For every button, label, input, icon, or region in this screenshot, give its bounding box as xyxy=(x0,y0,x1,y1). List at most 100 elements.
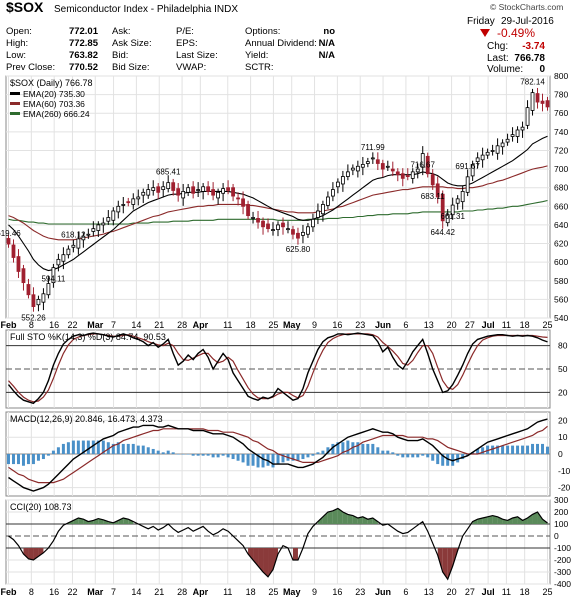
macd-hist-bar xyxy=(356,442,360,454)
quote-label: Options: xyxy=(245,26,280,37)
macd-hist-bar xyxy=(261,454,265,468)
quote-label: Ask Size: xyxy=(112,38,152,49)
macd-hist-bar xyxy=(141,445,145,454)
macd-hist-bar xyxy=(361,443,365,454)
price-annotation: 683.11 xyxy=(421,192,445,201)
y-tick-label: 760 xyxy=(554,108,568,118)
candle-body xyxy=(276,224,280,230)
macd-hist-bar xyxy=(376,447,380,454)
panel-frame xyxy=(5,499,551,585)
y-tick-label: -300 xyxy=(554,567,571,577)
y-tick-label: 300 xyxy=(554,495,568,505)
sto-k-line xyxy=(7,332,548,405)
candle-body xyxy=(435,183,440,198)
x-tick-label: Jun xyxy=(375,320,391,330)
quote-label: Open: xyxy=(6,26,32,37)
cci-oversold-fill xyxy=(442,548,448,580)
macd-hist-bar xyxy=(546,446,550,454)
candle-body xyxy=(156,186,161,193)
y-tick-label: 560 xyxy=(554,294,568,304)
macd-hist-bar xyxy=(106,442,110,454)
macd-hist-bar xyxy=(91,440,95,454)
cci-overbought-fill xyxy=(522,518,528,524)
macd-signal-line xyxy=(8,425,548,484)
candle-body xyxy=(505,138,510,143)
candle-body xyxy=(221,188,225,194)
macd-hist-bar xyxy=(481,447,485,454)
macd-hist-bar xyxy=(126,443,130,454)
x-tick-label: 13 xyxy=(424,320,434,330)
candle-body xyxy=(271,229,275,231)
quote-value: 763.82 xyxy=(69,50,98,61)
candle-body xyxy=(181,191,186,199)
candle-body xyxy=(331,189,335,197)
cci-oversold-fill xyxy=(447,548,453,580)
macd-hist-bar xyxy=(441,454,445,466)
legend-label: EMA(20) 735.30 xyxy=(23,89,85,99)
x-tick-label: 27 xyxy=(465,320,475,330)
x-tick-label: 22 xyxy=(67,320,77,330)
macd-hist-bar xyxy=(281,454,285,463)
cci-overbought-fill xyxy=(322,512,328,524)
quote-label: Annual Dividend: xyxy=(245,38,317,49)
x-tick-label: Apr xyxy=(193,587,209,597)
macd-hist-bar xyxy=(56,447,60,454)
x-tick-label: 23 xyxy=(355,320,365,330)
quote-value: N/A xyxy=(319,50,336,61)
cci-oversold-fill xyxy=(248,548,254,560)
x-tick-label: 11 xyxy=(223,587,232,597)
candle-body xyxy=(350,167,355,171)
x-tick-label: 28 xyxy=(177,320,187,330)
macd-hist-bar xyxy=(526,445,530,454)
macd-hist-bar xyxy=(436,454,440,465)
y-tick-label: 780 xyxy=(554,90,568,100)
candle-body xyxy=(236,197,240,200)
chg-label: Chg: xyxy=(487,41,508,52)
candle-body xyxy=(420,153,425,168)
candle-body xyxy=(166,182,171,190)
macd-hist-bar xyxy=(386,450,390,454)
macd-hist-bar xyxy=(76,440,80,454)
cci-oversold-fill xyxy=(38,548,44,557)
candle-body xyxy=(385,165,390,168)
chart-panels: 5405605806006206406606807007207407607808… xyxy=(0,71,571,597)
candle-body xyxy=(36,298,41,306)
macd-hist-bar xyxy=(206,454,210,456)
macd-hist-bar xyxy=(136,445,140,454)
x-tick-label: 16 xyxy=(332,320,342,330)
x-tick-label: 25 xyxy=(268,587,278,597)
y-tick-label: -100 xyxy=(554,543,571,553)
y-tick-label: 720 xyxy=(554,145,568,155)
macd-hist-bar xyxy=(16,454,20,465)
candle-body xyxy=(6,238,11,245)
candle-body xyxy=(256,218,260,223)
macd-hist-bar xyxy=(231,454,235,460)
candle-body xyxy=(66,248,71,256)
price-annotation: 552.26 xyxy=(21,314,46,323)
macd-hist-bar xyxy=(31,454,35,465)
candle-body xyxy=(470,164,475,177)
x-tick-label: 8 xyxy=(29,320,34,330)
macd-hist-bar xyxy=(476,448,480,454)
legend-swatch xyxy=(10,112,20,115)
macd-hist-bar xyxy=(531,443,535,454)
candle-body xyxy=(500,142,505,148)
x-tick-label: 14 xyxy=(131,587,141,597)
macd-hist-bar xyxy=(96,440,100,454)
macd-hist-bar xyxy=(61,443,65,454)
macd-hist-bar xyxy=(41,454,45,460)
macd-hist-bar xyxy=(241,454,245,463)
x-tick-label: 20 xyxy=(447,587,457,597)
macd-hist-bar xyxy=(121,443,125,454)
candle-body xyxy=(326,196,330,206)
candle-body xyxy=(405,175,410,177)
index-name: Semiconductor Index - Philadelphia INDX xyxy=(54,4,238,15)
candle-body xyxy=(445,214,450,224)
volume-value: 0 xyxy=(539,64,545,75)
candle-body xyxy=(321,204,325,215)
macd-hist-bar xyxy=(191,454,195,456)
macd-hist-bar xyxy=(201,454,205,456)
candle-body xyxy=(121,204,126,206)
price-annotation: 711.99 xyxy=(361,143,385,152)
price-annotation: 618.12 xyxy=(61,230,86,239)
